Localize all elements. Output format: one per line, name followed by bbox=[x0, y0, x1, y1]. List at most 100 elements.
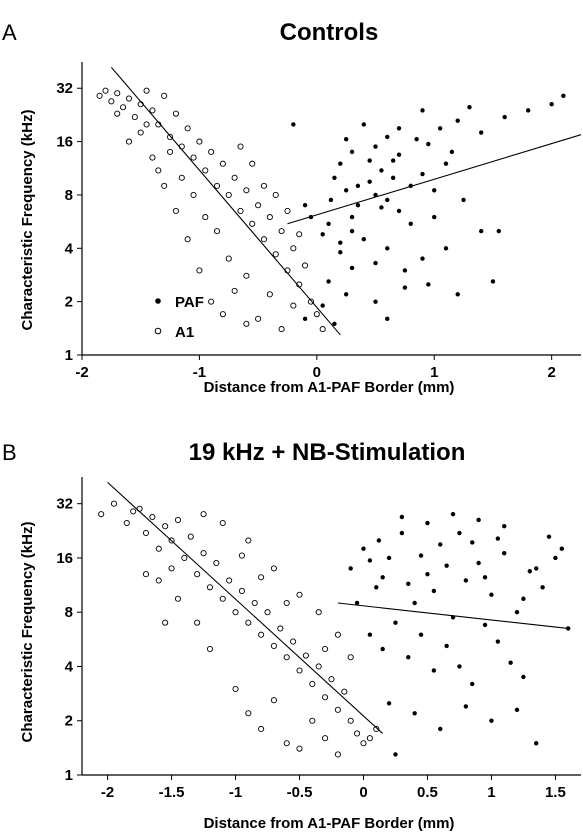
panel-a-plot: -2 -1 0 1 2 1 2 4 8 16 32 bbox=[56, 62, 582, 381]
panel-b-point-paf bbox=[527, 569, 533, 574]
panel-a-point-paf bbox=[385, 246, 390, 251]
panel-b-point-paf bbox=[380, 646, 385, 652]
panel-b-point-a1 bbox=[232, 685, 239, 693]
panel-a-point-a1 bbox=[313, 311, 320, 318]
panel-b-point-paf bbox=[399, 514, 405, 520]
panel-a-x-tick-label: -1 bbox=[193, 364, 206, 381]
panel-b-point-paf bbox=[495, 639, 501, 644]
panel-b-point-a1 bbox=[270, 565, 277, 572]
panel-b-point-paf bbox=[386, 555, 392, 561]
panel-a-point-paf bbox=[343, 292, 349, 297]
panel-a-point-paf bbox=[549, 102, 554, 107]
panel-b-point-paf bbox=[354, 600, 360, 606]
panel-b-point-a1 bbox=[258, 725, 265, 733]
panel-a-point-paf bbox=[338, 161, 343, 166]
panel-a-point-paf bbox=[402, 268, 408, 273]
panel-a-point-paf bbox=[349, 265, 355, 271]
panel-b-point-a1 bbox=[334, 706, 341, 713]
panel-a-point-paf bbox=[467, 105, 472, 110]
panel-b-point-paf bbox=[406, 581, 411, 587]
panel-a-point-paf bbox=[479, 228, 484, 234]
panel-a-point-paf bbox=[349, 214, 355, 220]
panel-b-point-a1 bbox=[187, 533, 194, 540]
panel-a-point-paf bbox=[396, 208, 402, 214]
panel-a-point-paf bbox=[326, 221, 331, 226]
panel-a-point-a1 bbox=[249, 220, 256, 227]
panel-b-title: 19 kHz + NB-Stimulation bbox=[189, 439, 466, 466]
panel-a-point-a1 bbox=[249, 160, 256, 167]
panel-a-legend: PAF A1 bbox=[154, 294, 204, 341]
panel-a-point-a1 bbox=[260, 236, 268, 243]
panel-b-point-a1 bbox=[296, 745, 303, 752]
legend-a1-label: A1 bbox=[175, 324, 194, 341]
panel-b-point-a1 bbox=[194, 619, 201, 626]
panel-a-y-tick-label: 8 bbox=[65, 187, 73, 204]
panel-a-point-paf bbox=[367, 158, 372, 163]
panel-b-point-paf bbox=[418, 553, 424, 558]
panel-b-point-a1 bbox=[296, 667, 303, 674]
panel-b-letter: B bbox=[2, 440, 17, 465]
panel-b-point-a1 bbox=[206, 584, 213, 591]
panel-b-point-a1 bbox=[270, 642, 277, 649]
panel-a-point-a1 bbox=[213, 182, 221, 189]
panel-a-x-tick-label: 2 bbox=[547, 364, 555, 381]
panel-b-point-a1 bbox=[110, 500, 118, 507]
panel-b-point-a1 bbox=[315, 609, 322, 616]
panel-b-point-paf bbox=[361, 546, 366, 551]
panel-a-point-paf bbox=[420, 256, 425, 261]
panel-a-y-tick-label: 1 bbox=[65, 347, 73, 364]
panel-a-point-paf bbox=[502, 114, 507, 120]
panel-a-point-a1 bbox=[143, 87, 150, 94]
panel-a-point-paf bbox=[302, 316, 308, 322]
panel-b-point-paf bbox=[380, 575, 385, 580]
panel-a-point-paf bbox=[443, 161, 449, 166]
panel-b-point-paf bbox=[489, 592, 494, 597]
panel-b-point-a1 bbox=[142, 571, 150, 578]
panel-b-point-a1 bbox=[264, 609, 271, 616]
panel-a-point-a1 bbox=[190, 191, 197, 198]
panel-b-point-a1 bbox=[194, 571, 201, 578]
panel-a-point-a1 bbox=[243, 272, 250, 279]
panel-a-point-a1 bbox=[208, 148, 215, 155]
panel-b-point-a1 bbox=[219, 595, 226, 602]
panel-a-x-tick-label: 1 bbox=[430, 364, 438, 381]
panel-a-point-a1 bbox=[260, 182, 268, 189]
panel-a-point-paf bbox=[361, 122, 366, 127]
panel-b-point-paf bbox=[495, 536, 501, 541]
panel-b-point-a1 bbox=[366, 735, 373, 742]
panel-a-point-a1 bbox=[237, 143, 244, 150]
panel-a-point-paf bbox=[396, 152, 402, 157]
panel-b-x-tick-label: 0 bbox=[359, 784, 367, 801]
panel-a-fit-line-a1 bbox=[110, 66, 341, 336]
panel-b-x-tick-label: 0.5 bbox=[417, 784, 438, 801]
panel-b-point-paf bbox=[482, 575, 488, 580]
panel-b-point-paf bbox=[502, 551, 507, 556]
panel-b-point-a1 bbox=[302, 652, 309, 659]
panel-b-point-a1 bbox=[155, 545, 162, 552]
panel-b-point-a1 bbox=[290, 638, 297, 645]
panel-b-point-a1 bbox=[142, 529, 150, 537]
panel-a-point-a1 bbox=[219, 311, 226, 318]
panel-b-point-a1 bbox=[238, 587, 245, 594]
panel-b-point-a1 bbox=[309, 717, 316, 724]
panel-a-point-paf bbox=[373, 299, 378, 304]
panel-a-point-paf bbox=[291, 122, 296, 127]
panel-a-point-a1 bbox=[272, 191, 279, 198]
panel-b-point-paf bbox=[502, 524, 507, 529]
panel-a-point-paf bbox=[302, 203, 308, 208]
panel-a-point-a1 bbox=[255, 315, 262, 322]
panel-a-point-paf bbox=[385, 316, 390, 322]
panel-a-point-a1 bbox=[178, 174, 185, 181]
panel-a-point-a1 bbox=[178, 143, 185, 150]
panel-a-point-paf bbox=[414, 137, 419, 142]
panel-b-point-a1 bbox=[328, 676, 335, 683]
panel-b-point-paf bbox=[476, 517, 481, 523]
panel-b-point-paf bbox=[399, 530, 405, 536]
panel-a-point-a1 bbox=[155, 167, 162, 174]
panel-a-point-paf bbox=[496, 228, 502, 234]
panel-b-point-paf bbox=[425, 572, 430, 577]
legend-paf-label: PAF bbox=[175, 294, 204, 311]
panel-a-point-a1 bbox=[255, 202, 262, 209]
panel-a-point-paf bbox=[390, 158, 396, 163]
panel-b-fit-line-paf bbox=[337, 602, 569, 630]
